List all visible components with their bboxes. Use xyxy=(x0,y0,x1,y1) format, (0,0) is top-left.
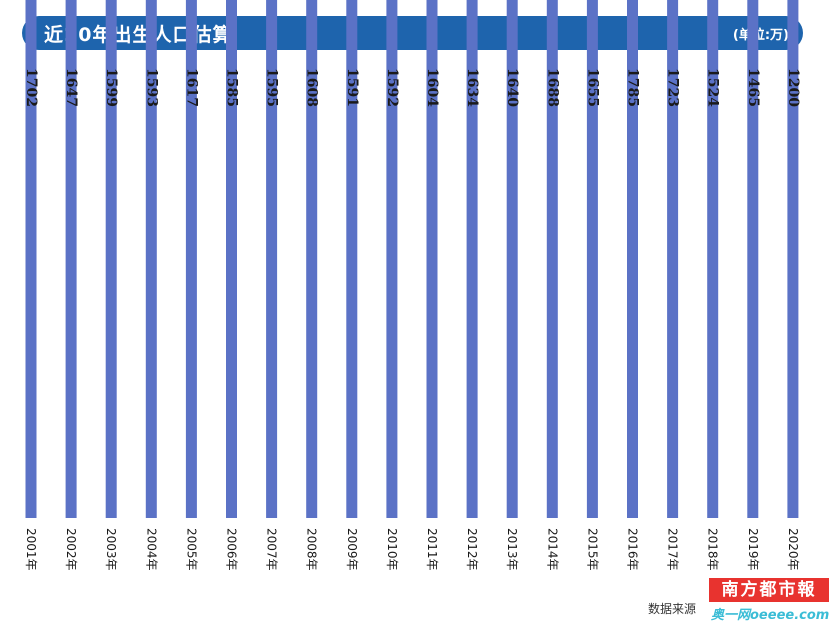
bar-2004年 xyxy=(145,0,157,518)
bar-2006年 xyxy=(226,0,237,518)
bar-2007年 xyxy=(266,0,278,518)
bar-2014年 xyxy=(546,0,558,518)
value-label: 1702 xyxy=(23,68,39,107)
value-label: 1591 xyxy=(344,68,360,107)
value-label: 1585 xyxy=(224,68,240,107)
value-label: 1617 xyxy=(183,68,199,107)
value-label: 1604 xyxy=(424,68,440,107)
category-label: 2005年 xyxy=(184,528,198,571)
value-label: 1593 xyxy=(143,68,159,107)
bar-2020年 xyxy=(787,0,799,518)
source-note: 数据来源 xyxy=(648,602,697,616)
value-label: 1785 xyxy=(625,68,641,107)
value-label: 1599 xyxy=(103,68,119,107)
value-label: 1723 xyxy=(665,68,681,107)
bar-2008年 xyxy=(306,0,318,518)
category-label: 2006年 xyxy=(225,528,239,571)
category-label: 2015年 xyxy=(585,528,599,571)
category-label: 2012年 xyxy=(465,528,479,571)
value-label: 1634 xyxy=(464,68,480,107)
bar-2009年 xyxy=(346,0,358,518)
value-label: 1524 xyxy=(705,68,721,107)
bar-2002年 xyxy=(65,0,77,518)
unit-label: (单位:万) xyxy=(732,27,789,43)
category-label: 2016年 xyxy=(626,528,640,571)
category-label: 2013年 xyxy=(505,528,519,571)
value-label: 1647 xyxy=(63,68,79,107)
value-label: 1592 xyxy=(384,68,400,107)
bar-2013年 xyxy=(506,0,518,518)
category-label: 2011年 xyxy=(425,528,439,571)
bar-2012年 xyxy=(466,0,478,519)
value-label: 1655 xyxy=(584,68,600,107)
watermark-brand: 南方都市報 xyxy=(709,578,829,602)
category-label: 2003年 xyxy=(104,528,118,571)
category-label: 2010年 xyxy=(385,528,399,571)
category-label: 2008年 xyxy=(305,528,319,571)
value-label: 1200 xyxy=(785,68,801,107)
category-label: 2017年 xyxy=(666,528,680,571)
bar-2015年 xyxy=(586,0,598,518)
category-label: 2020年 xyxy=(786,528,800,571)
bar-2011年 xyxy=(426,0,438,519)
category-label: 2002年 xyxy=(64,528,78,571)
category-label: 2018年 xyxy=(706,528,720,571)
bar-2019年 xyxy=(747,0,759,518)
value-label: 1465 xyxy=(745,68,761,107)
bar-2005年 xyxy=(185,0,197,518)
category-label: 2001年 xyxy=(24,528,38,571)
category-label: 2007年 xyxy=(265,528,279,571)
bar-2003年 xyxy=(105,0,117,519)
category-label: 2004年 xyxy=(144,528,158,571)
category-label: 2019年 xyxy=(746,528,760,571)
chart-title: 近20年出生人口估算 xyxy=(44,23,233,46)
bar-2017年 xyxy=(667,0,679,519)
newspaper-watermark: 南方都市報 奥一网oeeee.com xyxy=(709,578,829,628)
value-label: 1595 xyxy=(264,68,280,107)
bar-2001年 xyxy=(25,0,37,518)
value-label: 1688 xyxy=(544,68,560,107)
value-label: 1608 xyxy=(304,68,320,107)
bar-2016年 xyxy=(627,0,638,518)
category-label: 2009年 xyxy=(345,528,359,571)
bar-2018年 xyxy=(707,0,719,519)
bar-2010年 xyxy=(386,0,398,518)
watermark-site: 奥一网oeeee.com xyxy=(711,608,830,623)
category-label: 2014年 xyxy=(545,528,559,571)
value-label: 1640 xyxy=(504,68,520,107)
